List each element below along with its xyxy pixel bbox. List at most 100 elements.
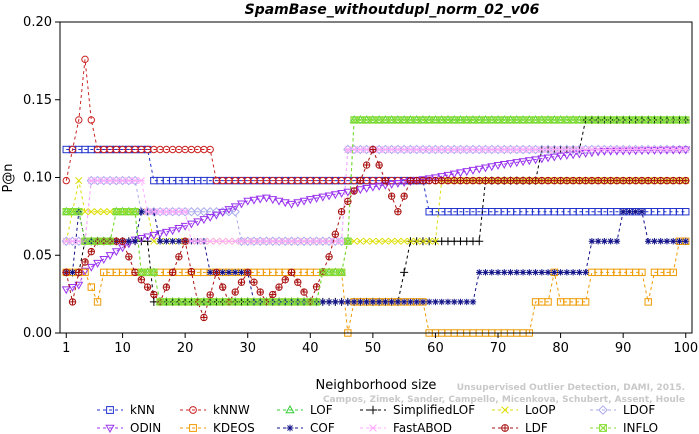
data-point bbox=[68, 206, 77, 215]
data-point bbox=[225, 237, 233, 245]
data-point bbox=[650, 145, 659, 154]
data-point bbox=[311, 236, 322, 246]
data-point bbox=[505, 144, 516, 155]
data-point bbox=[518, 115, 528, 124]
data-point bbox=[80, 267, 90, 276]
data-point bbox=[313, 237, 321, 245]
data-point bbox=[494, 145, 502, 154]
data-point bbox=[343, 236, 353, 245]
data-point bbox=[394, 145, 402, 154]
data-point bbox=[544, 269, 552, 276]
data-point bbox=[657, 238, 664, 245]
data-point bbox=[619, 176, 627, 185]
data-point bbox=[61, 286, 71, 295]
data-point bbox=[449, 170, 459, 179]
data-point bbox=[406, 237, 414, 245]
data-point bbox=[487, 144, 497, 155]
data-point bbox=[501, 424, 509, 432]
data-point bbox=[576, 269, 583, 276]
data-point bbox=[537, 144, 547, 155]
data-point bbox=[350, 187, 358, 195]
data-point bbox=[137, 276, 146, 284]
data-point bbox=[569, 176, 577, 185]
legend-item-odin: ODIN bbox=[97, 421, 161, 434]
data-point bbox=[156, 238, 164, 245]
data-point bbox=[130, 236, 140, 245]
data-point bbox=[299, 236, 309, 246]
data-point bbox=[100, 177, 108, 185]
data-point bbox=[494, 176, 502, 185]
legend-item-simplifiedlof: SimplifiedLOF bbox=[360, 403, 475, 417]
data-point bbox=[300, 237, 308, 245]
data-point bbox=[319, 298, 327, 306]
series-line bbox=[66, 211, 686, 303]
data-point bbox=[506, 115, 515, 124]
data-point bbox=[431, 237, 439, 245]
data-point bbox=[131, 177, 139, 185]
data-point bbox=[112, 177, 120, 185]
y-tick-label: 0.20 bbox=[23, 15, 52, 30]
data-point bbox=[300, 288, 308, 296]
data-point bbox=[111, 175, 122, 186]
data-point bbox=[181, 208, 189, 216]
data-point bbox=[275, 237, 283, 245]
legend-item-ldof: LDOF bbox=[590, 403, 655, 417]
data-point bbox=[430, 144, 441, 155]
data-point bbox=[425, 176, 433, 185]
data-point bbox=[588, 176, 596, 185]
series-line bbox=[65, 148, 686, 319]
data-point bbox=[405, 115, 415, 124]
data-point bbox=[162, 283, 171, 291]
data-point bbox=[243, 236, 253, 246]
legend-label: COF bbox=[310, 421, 335, 434]
legend-label: SimplifiedLOF bbox=[393, 403, 475, 417]
data-point bbox=[299, 197, 309, 206]
data-point bbox=[512, 115, 522, 124]
data-point bbox=[513, 269, 520, 276]
legend-label: ODIN bbox=[130, 421, 161, 434]
data-point bbox=[500, 145, 508, 154]
data-point bbox=[549, 115, 559, 124]
data-point bbox=[81, 258, 89, 266]
data-point bbox=[456, 115, 465, 124]
data-point bbox=[468, 144, 478, 155]
data-point bbox=[106, 237, 114, 245]
data-point bbox=[543, 154, 553, 163]
data-point bbox=[607, 238, 614, 245]
data-point bbox=[93, 208, 102, 216]
data-point bbox=[187, 237, 195, 245]
data-point bbox=[388, 237, 396, 245]
x-tick-label: 10 bbox=[114, 341, 131, 356]
data-point bbox=[186, 207, 197, 217]
data-point bbox=[130, 206, 140, 215]
data-point bbox=[363, 298, 370, 306]
data-point bbox=[294, 278, 302, 286]
data-point bbox=[93, 259, 102, 268]
x-tick-label: 40 bbox=[302, 341, 319, 356]
data-point bbox=[469, 176, 477, 185]
data-point bbox=[62, 176, 70, 185]
data-point bbox=[237, 237, 246, 245]
data-point bbox=[424, 115, 434, 124]
data-point bbox=[150, 237, 158, 245]
x-tick-label: 80 bbox=[552, 341, 569, 356]
data-point bbox=[512, 144, 522, 155]
data-point bbox=[369, 298, 377, 306]
data-point bbox=[626, 208, 633, 215]
x-tick-label: 30 bbox=[239, 341, 256, 356]
data-point bbox=[481, 115, 490, 124]
data-point bbox=[212, 268, 221, 277]
data-point bbox=[331, 230, 340, 238]
data-point bbox=[450, 176, 458, 185]
data-point bbox=[149, 267, 159, 276]
data-point bbox=[474, 144, 484, 155]
data-point bbox=[568, 115, 578, 124]
data-point bbox=[155, 207, 165, 217]
data-point bbox=[124, 175, 134, 186]
data-point bbox=[75, 237, 83, 245]
data-point bbox=[469, 145, 477, 154]
data-point bbox=[175, 238, 183, 245]
data-point bbox=[143, 267, 153, 276]
legend-label: LDOF bbox=[623, 403, 655, 417]
